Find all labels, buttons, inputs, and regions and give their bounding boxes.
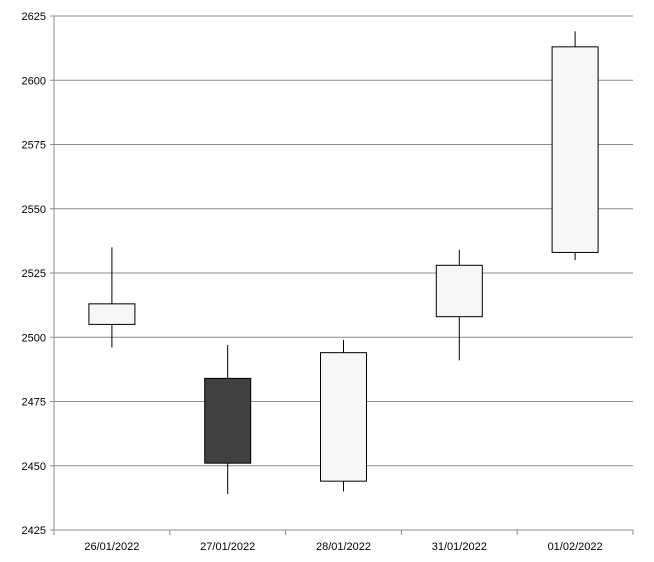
y-tick-label: 2625 (22, 11, 46, 23)
y-tick-label: 2475 (22, 397, 46, 409)
y-tick-label: 2450 (22, 461, 46, 473)
y-tick-label: 2575 (22, 140, 46, 152)
y-tick-label: 2425 (22, 525, 46, 537)
y-tick-label: 2525 (22, 268, 46, 280)
x-tick-label: 26/01/2022 (84, 541, 139, 553)
y-tick-label: 2500 (22, 332, 46, 344)
x-tick-label: 28/01/2022 (316, 541, 371, 553)
y-tick-label: 2550 (22, 204, 46, 216)
x-tick-label: 31/01/2022 (432, 541, 487, 553)
candle-body-up (551, 46, 599, 253)
candle-body-up (88, 303, 136, 325)
candle-body-up (435, 264, 483, 318)
y-tick-label: 2600 (22, 75, 46, 87)
candle-body-down (204, 377, 252, 464)
candle-body-up (320, 352, 367, 482)
x-tick-label: 01/02/2022 (548, 541, 603, 553)
x-tick-label: 27/01/2022 (200, 541, 255, 553)
